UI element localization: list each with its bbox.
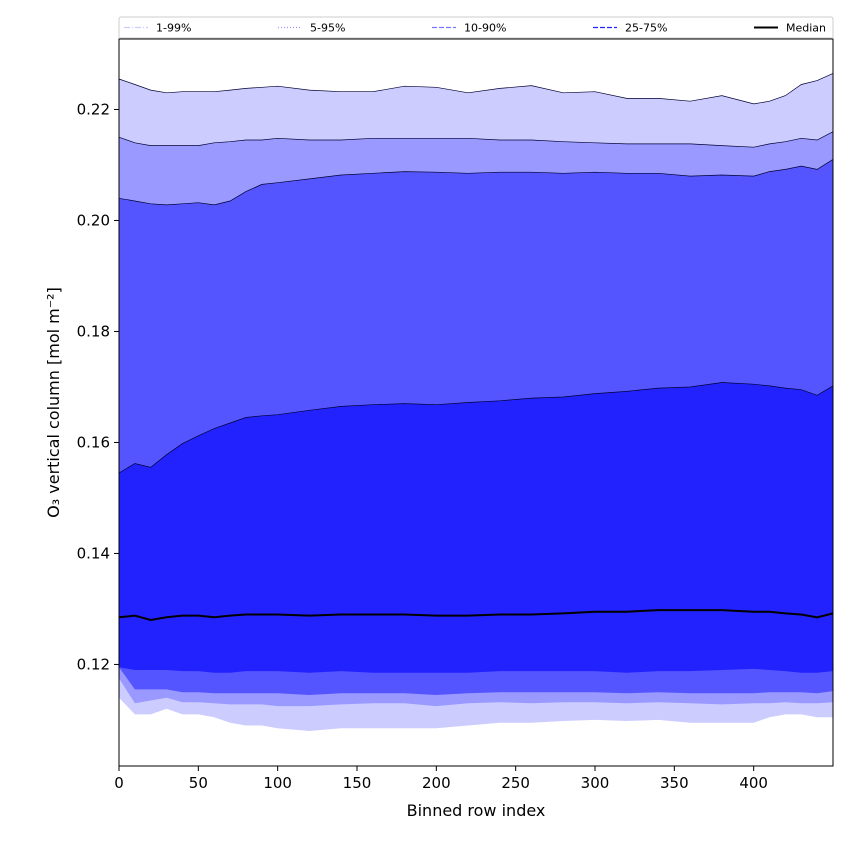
y-tick-label: 0.12 — [77, 655, 110, 673]
y-tick-label: 0.22 — [77, 100, 110, 118]
percentile-bands — [118, 73, 834, 731]
legend-label: 5-95% — [310, 22, 345, 35]
x-axis-ticks: 0 50 100 150 200 250 300 350 400 — [114, 766, 768, 792]
y-tick-label: 0.20 — [77, 211, 110, 229]
x-tick-label: 350 — [660, 774, 689, 792]
x-axis-title: Binned row index — [407, 801, 546, 820]
median-layer — [118, 609, 834, 622]
series-line-Median — [118, 609, 834, 622]
band-25-75% — [119, 382, 833, 673]
legend: 1-99% 5-95% 10-90% 25-75% Median — [118, 16, 834, 39]
plot-area-frame — [118, 38, 834, 767]
x-tick-label: 0 — [114, 774, 124, 792]
legend-frame — [118, 16, 834, 39]
legend-label: 10-90% — [464, 22, 506, 35]
y-tick-label: 0.16 — [77, 433, 110, 451]
band-upper-edge-5-95% — [118, 131, 834, 148]
x-tick-label: 100 — [263, 774, 292, 792]
band-upper-edge-1-99% — [118, 73, 834, 105]
legend-label: 1-99% — [156, 22, 191, 35]
y-tick-label: 0.18 — [77, 322, 110, 340]
x-tick-label: 50 — [189, 774, 208, 792]
band-upper-edge-25-75% — [118, 382, 834, 474]
y-tick-label: 0.14 — [77, 544, 110, 562]
band-upper-edge-10-90% — [118, 159, 834, 206]
legend-label: Median — [786, 22, 826, 35]
y-axis-ticks: 0.12 0.14 0.16 0.18 0.20 0.22 — [77, 100, 119, 673]
legend-label: 25-75% — [625, 22, 667, 35]
x-tick-label: 300 — [581, 774, 610, 792]
x-tick-label: 200 — [422, 774, 451, 792]
x-tick-label: 150 — [343, 774, 372, 792]
y-axis-title: O₃ vertical column [mol m⁻²] — [44, 287, 63, 518]
x-tick-label: 400 — [739, 774, 768, 792]
x-tick-label: 250 — [501, 774, 530, 792]
